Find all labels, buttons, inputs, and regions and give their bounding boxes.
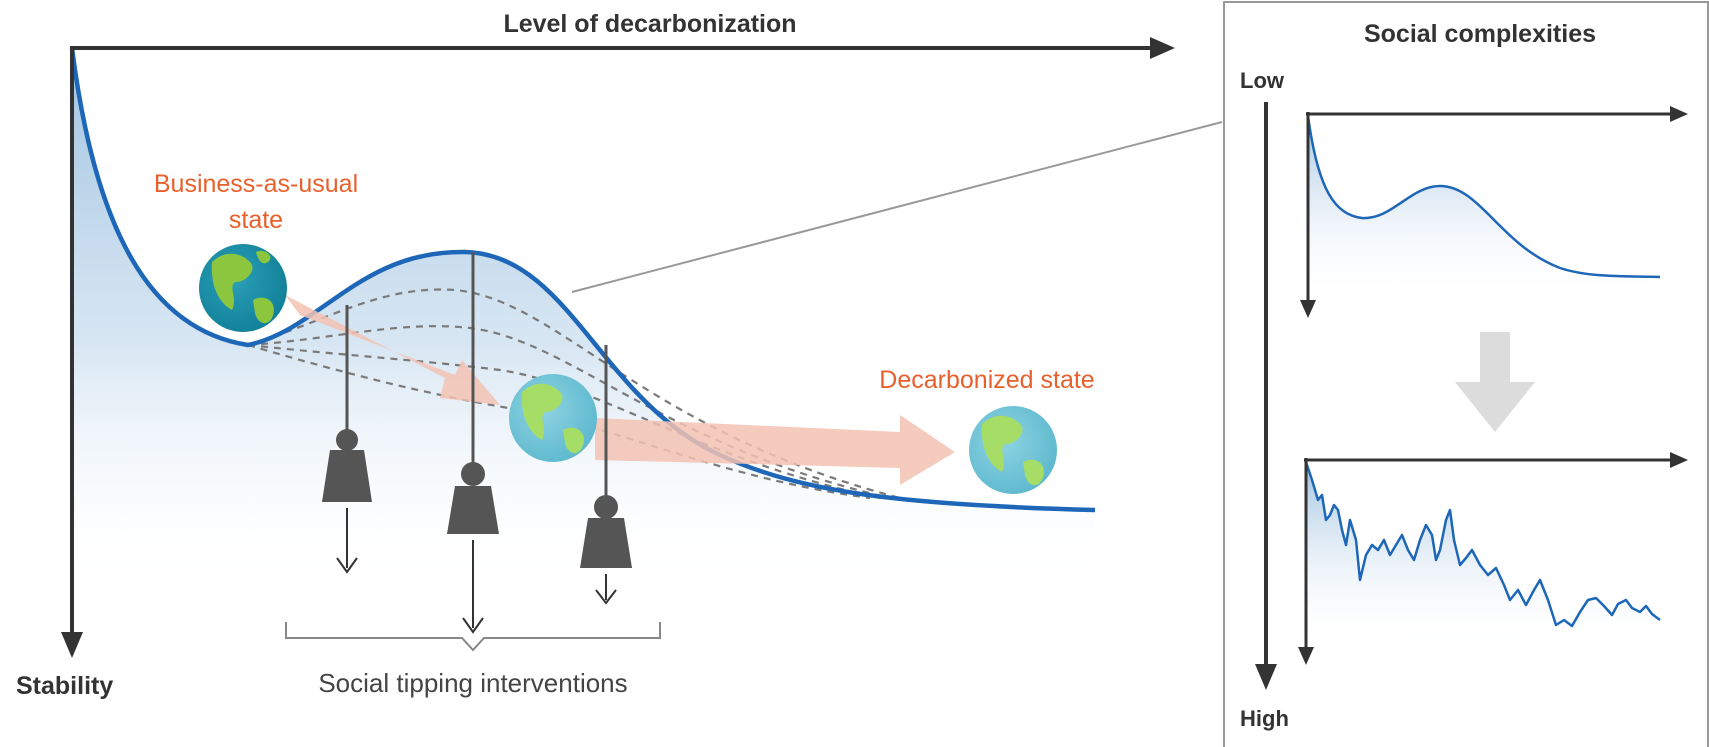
landscape-fill (72, 48, 1095, 590)
bau-globe-icon (199, 244, 287, 332)
increase-complexity-arrow-icon (1455, 332, 1535, 432)
high-complexity-landscape (1298, 452, 1688, 665)
social-complexities-panel: Social complexities Low High (1223, 1, 1709, 747)
intervention-weight-1 (322, 305, 372, 574)
intervention-weight-2 (447, 252, 499, 634)
transition-flow-arrow (285, 295, 955, 485)
bau-state-label-line1: Business-as-usual (154, 170, 358, 198)
complexity-scale-arrowhead (1255, 664, 1277, 690)
decarbonized-globe-icon (969, 406, 1057, 494)
x-axis-label: Level of decarbonization (503, 10, 796, 38)
decarbonized-state-label: Decarbonized state (879, 366, 1094, 394)
x-axis-arrowhead (1150, 37, 1175, 59)
y-axis-arrowhead (61, 632, 83, 658)
low-complexity-landscape (1300, 106, 1688, 318)
main-panel: Level of decarbonization Stability Busin… (16, 10, 1223, 700)
bau-state-label-line2: state (229, 206, 283, 234)
zoom-connector-line (571, 121, 1223, 293)
transition-globe-icon (509, 374, 597, 462)
interventions-bracket (285, 622, 661, 652)
panel-title: Social complexities (1364, 20, 1596, 48)
y-axis-label: Stability (16, 672, 113, 700)
intervention-weight-3 (580, 345, 632, 605)
complexity-low-label: Low (1240, 68, 1285, 93)
interventions-label: Social tipping interventions (318, 668, 627, 698)
complexity-high-label: High (1240, 706, 1289, 731)
